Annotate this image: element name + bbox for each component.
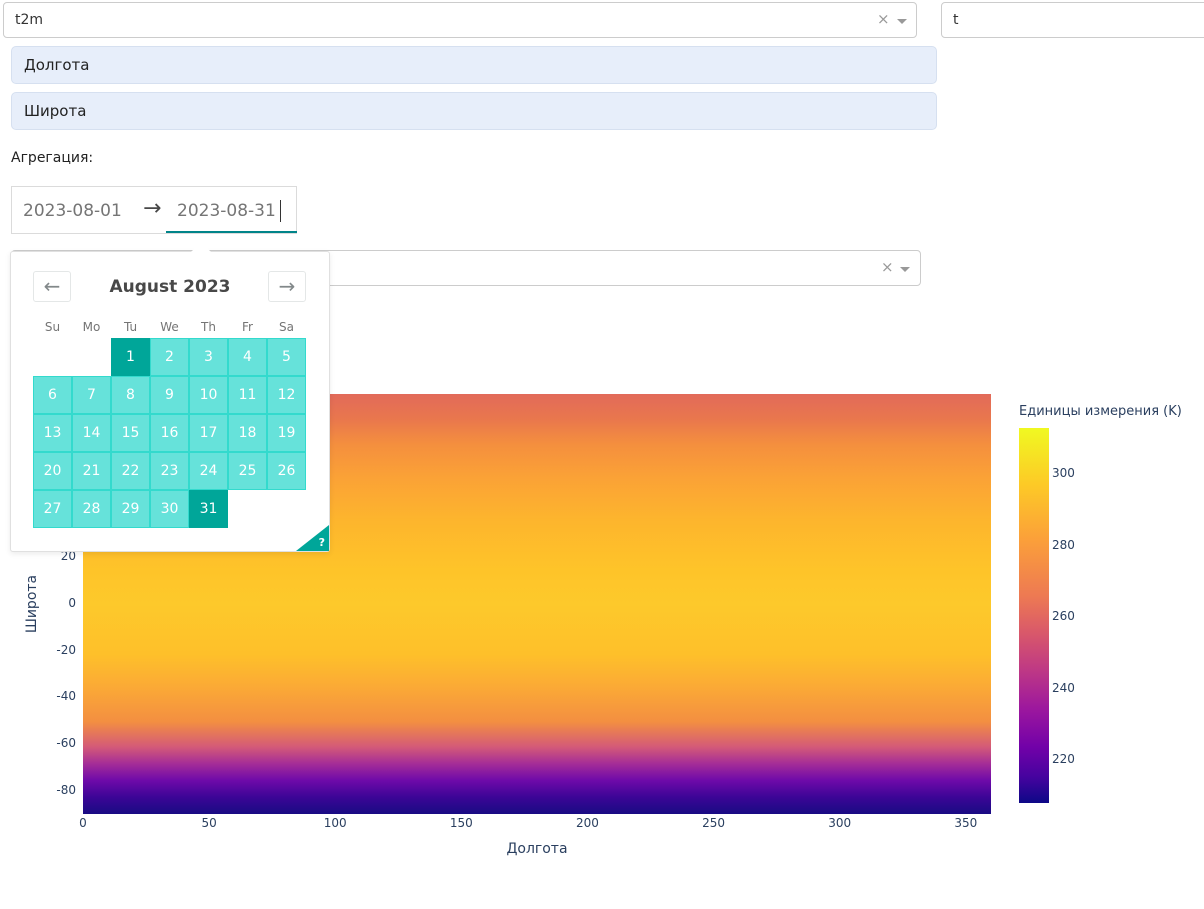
calendar-day-13[interactable]: 13: [33, 414, 72, 452]
x-tick-label: 150: [449, 816, 473, 830]
colorbar-tick-label: 240: [1052, 680, 1075, 695]
prev-month-button[interactable]: ←: [33, 271, 71, 302]
variable-select-value: t2m: [15, 12, 44, 28]
secondary-select[interactable]: t: [941, 2, 1204, 38]
colorbar-tick-label: 220: [1052, 752, 1075, 767]
help-icon[interactable]: ?: [318, 536, 325, 549]
x-axis-title: Долгота: [506, 841, 568, 857]
calendar-day-31[interactable]: 31: [189, 490, 228, 528]
accordion-latitude[interactable]: Широта: [11, 92, 937, 130]
calendar-day-2[interactable]: 2: [150, 338, 189, 376]
x-tick-label: 200: [575, 816, 599, 830]
y-tick-label: -40: [56, 689, 76, 704]
keyboard-help-button[interactable]: [296, 525, 329, 551]
colorbar-title: Единицы измерения (K): [1019, 404, 1182, 419]
y-tick-label: -20: [56, 642, 76, 657]
calendar-day-14[interactable]: 14: [72, 414, 111, 452]
calendar-day-19[interactable]: 19: [267, 414, 306, 452]
x-tick-label: 0: [79, 816, 87, 830]
weekday-we: We: [160, 320, 179, 334]
calendar-day-21[interactable]: 21: [72, 452, 111, 490]
range-arrow-icon: →: [143, 196, 162, 221]
calendar-day-18[interactable]: 18: [228, 414, 267, 452]
calendar-day-8[interactable]: 8: [111, 376, 150, 414]
chevron-down-icon[interactable]: [897, 19, 907, 24]
x-tick-label: 350: [954, 816, 978, 830]
calendar-day-22[interactable]: 22: [111, 452, 150, 490]
calendar-day-29[interactable]: 29: [111, 490, 150, 528]
weekday-th: Th: [201, 320, 216, 334]
calendar-day-3[interactable]: 3: [189, 338, 228, 376]
calendar-day-17[interactable]: 17: [189, 414, 228, 452]
calendar-day-11[interactable]: 11: [228, 376, 267, 414]
calendar-day-15[interactable]: 15: [111, 414, 150, 452]
calendar-day-26[interactable]: 26: [267, 452, 306, 490]
weekday-su: Su: [44, 320, 61, 334]
weekday-fr: Fr: [242, 320, 253, 334]
y-tick-label: -80: [56, 782, 76, 797]
accordion-latitude-label: Широта: [24, 102, 87, 120]
calendar-day-12[interactable]: 12: [267, 376, 306, 414]
colorbar-tick-label: 300: [1052, 466, 1075, 481]
calendar-day-16[interactable]: 16: [150, 414, 189, 452]
end-date-input[interactable]: 2023-08-31: [177, 201, 276, 221]
calendar-month-title: August 2023: [109, 277, 231, 297]
clear-icon[interactable]: ×: [877, 10, 890, 28]
date-range-picker[interactable]: 2023-08-01 → 2023-08-31: [11, 186, 297, 234]
calendar-day-5[interactable]: 5: [267, 338, 306, 376]
colorbar: [1019, 428, 1049, 803]
calendar-day-25[interactable]: 25: [228, 452, 267, 490]
colorbar-tick-label: 260: [1052, 609, 1075, 624]
end-date-focus-underline: [166, 231, 297, 233]
weekday-sa: Sa: [279, 320, 294, 334]
y-tick-label: -60: [56, 736, 76, 750]
calendar-day-28[interactable]: 28: [72, 490, 111, 528]
calendar-notch: [191, 242, 211, 252]
accordion-longitude[interactable]: Долгота: [11, 46, 937, 84]
calendar-day-30[interactable]: 30: [150, 490, 189, 528]
y-axis-title: Широта: [24, 574, 40, 634]
calendar-day-10[interactable]: 10: [189, 376, 228, 414]
next-month-button[interactable]: →: [268, 271, 306, 302]
weekday-tu: Tu: [123, 320, 138, 334]
x-tick-label: 100: [323, 816, 347, 830]
y-tick-label: 0: [68, 596, 76, 610]
calendar-day-23[interactable]: 23: [150, 452, 189, 490]
calendar-day-20[interactable]: 20: [33, 452, 72, 490]
calendar-day-24[interactable]: 24: [189, 452, 228, 490]
clear-icon[interactable]: ×: [881, 258, 894, 276]
secondary-select-value: t: [953, 12, 959, 28]
start-date-input[interactable]: 2023-08-01: [23, 201, 122, 221]
calendar-day-27[interactable]: 27: [33, 490, 72, 528]
x-tick-label: 300: [828, 816, 852, 830]
text-caret: [280, 200, 281, 222]
chevron-down-icon[interactable]: [900, 267, 910, 272]
x-tick-label: 250: [702, 816, 725, 830]
calendar-day-9[interactable]: 9: [150, 376, 189, 414]
accordion-longitude-label: Долгота: [24, 56, 90, 74]
calendar-day-1[interactable]: 1: [111, 338, 150, 376]
weekday-mo: Mo: [82, 320, 101, 334]
y-tick-label: 20: [60, 549, 76, 564]
variable-select[interactable]: t2m ×: [3, 2, 917, 38]
colorbar-tick-label: 280: [1052, 537, 1075, 552]
calendar-day-4[interactable]: 4: [228, 338, 267, 376]
calendar-day-6[interactable]: 6: [33, 376, 72, 414]
calendar-day-7[interactable]: 7: [72, 376, 111, 414]
x-tick-label: 50: [201, 816, 217, 830]
aggregation-label: Агрегация:: [11, 150, 94, 166]
